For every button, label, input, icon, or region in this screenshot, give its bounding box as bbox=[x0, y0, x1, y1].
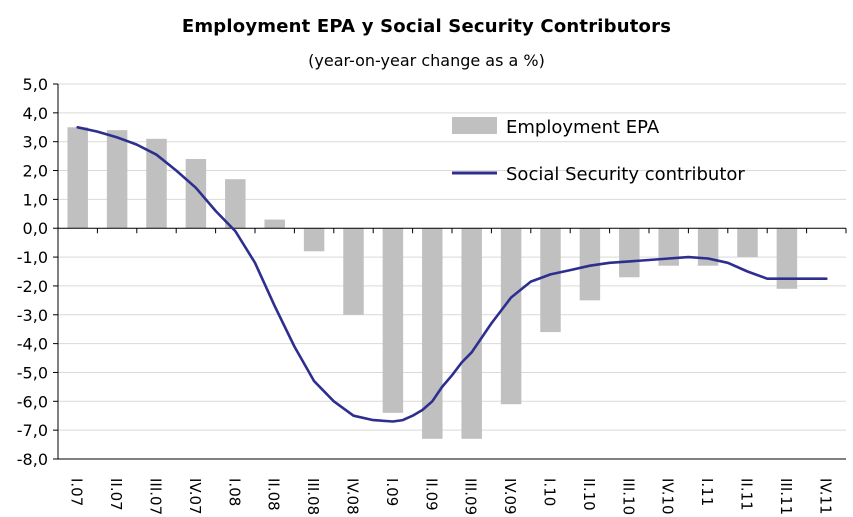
x-tick-label: I.11 bbox=[698, 478, 716, 506]
y-tick-label: 1,0 bbox=[23, 190, 48, 209]
x-tick-label: II.08 bbox=[265, 478, 283, 511]
bar-iii-11 bbox=[776, 228, 798, 289]
y-tick-label: -3,0 bbox=[17, 306, 48, 325]
bar-iv-07 bbox=[185, 159, 207, 229]
bar-ii-08 bbox=[264, 219, 285, 229]
y-tick-label: -4,0 bbox=[17, 335, 48, 354]
y-tick-label: 5,0 bbox=[23, 75, 48, 94]
x-tick-label: I.07 bbox=[68, 478, 86, 506]
x-tick-label: III.10 bbox=[619, 478, 637, 515]
x-tick-label: IV.11 bbox=[816, 478, 834, 515]
bar-ii-11 bbox=[737, 228, 758, 258]
bar-i-08 bbox=[225, 179, 246, 229]
x-tick-label: I.09 bbox=[383, 478, 401, 506]
bar-i-10 bbox=[540, 228, 561, 333]
bar-iii-07 bbox=[146, 138, 167, 229]
bar-i-07 bbox=[67, 127, 88, 229]
bar-ii-09 bbox=[422, 228, 443, 439]
x-tick-label: IV.08 bbox=[344, 478, 362, 515]
x-tick-label: III.08 bbox=[304, 478, 322, 515]
legend-label-social-security: Social Security contributor bbox=[506, 164, 745, 185]
y-tick-label: -1,0 bbox=[17, 248, 48, 267]
y-tick-label: -7,0 bbox=[17, 421, 48, 440]
y-tick-label: -8,0 bbox=[17, 450, 48, 469]
y-tick-label: 3,0 bbox=[23, 133, 48, 152]
bar-iv-10 bbox=[658, 228, 679, 266]
bar-iii-09 bbox=[461, 228, 482, 439]
bar-i-09 bbox=[382, 228, 404, 413]
x-tick-label: II.10 bbox=[580, 478, 598, 511]
y-tick-label: 4,0 bbox=[23, 104, 48, 123]
y-tick-label: -6,0 bbox=[17, 392, 48, 411]
legend-swatch-employment-epa bbox=[452, 117, 497, 134]
x-tick-label: III.07 bbox=[147, 478, 165, 515]
x-tick-label: II.09 bbox=[422, 478, 440, 511]
x-tick-label: II.11 bbox=[738, 478, 756, 511]
x-tick-label: IV.10 bbox=[659, 478, 677, 515]
y-tick-label: -2,0 bbox=[17, 277, 48, 296]
x-tick-label: IV.09 bbox=[501, 478, 519, 515]
bar-iii-08 bbox=[303, 228, 325, 252]
x-tick-labels: I.07 II.07 III.07 IV.07 I.08 II.08 III.08 IV.08… bbox=[68, 478, 835, 515]
legend: Employment EPA Social Security contribut… bbox=[452, 117, 745, 185]
x-tick-label: I.10 bbox=[541, 478, 559, 506]
chart-subtitle: (year-on-year change as a %) bbox=[308, 51, 545, 70]
x-tick-label: III.11 bbox=[777, 478, 795, 515]
y-tick-label: 2,0 bbox=[23, 162, 48, 181]
chart-title: Employment EPA y Social Security Contrib… bbox=[181, 16, 672, 37]
bar-i-11 bbox=[697, 228, 719, 266]
x-tick-label: IV.07 bbox=[186, 478, 204, 515]
legend-label-employment-epa: Employment EPA bbox=[506, 117, 660, 138]
y-tick-labels: 5,0 4,0 3,0 2,0 1,0 0,0 -1,0 -2,0 -3,0 -4,0 -5,0 -6… bbox=[17, 75, 48, 469]
bar-ii-07 bbox=[106, 130, 128, 229]
line-social-security-contributor bbox=[76, 126, 828, 423]
bar-ii-10 bbox=[579, 228, 601, 301]
bar-iv-09 bbox=[500, 228, 522, 405]
y-tick-label: -5,0 bbox=[17, 363, 48, 382]
y-tick-label: 0,0 bbox=[23, 219, 48, 238]
bar-series bbox=[67, 127, 798, 439]
x-tick-label: III.09 bbox=[462, 478, 480, 515]
x-tick-label: I.08 bbox=[225, 478, 243, 506]
x-tick-label: II.07 bbox=[107, 478, 125, 511]
bar-iii-10 bbox=[619, 228, 640, 278]
line-series bbox=[76, 126, 828, 423]
axes bbox=[53, 83, 847, 460]
bar-iv-08 bbox=[343, 228, 364, 315]
grid-lines bbox=[58, 83, 846, 460]
